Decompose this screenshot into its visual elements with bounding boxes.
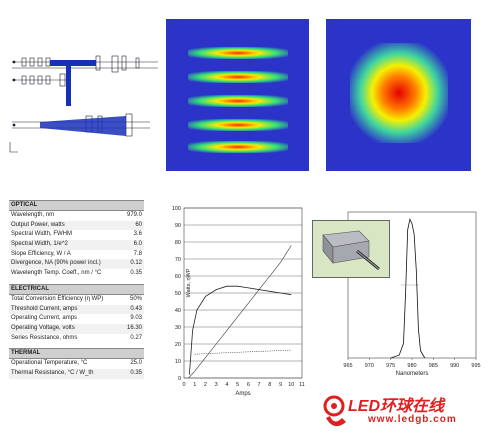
spec-value: 6.0: [133, 241, 142, 248]
x-tick-label: 0: [182, 382, 185, 388]
spec-label: Wavelength Temp. Coeff., nm / °C: [11, 270, 102, 277]
spec-label: Wavelength, nm: [11, 212, 55, 218]
x-tick-label: 970: [365, 363, 374, 369]
spec-row: Thermal Resistance, °C / W_th 0.35: [9, 368, 144, 379]
spec-row: Operating Current, amps 9.03: [9, 314, 144, 324]
power-current-chart: 0 10 20 30 40 50 60 70 80 90 100 0 1 2 3 4 5 6 7 8 9 10 11 Amps…: [172, 206, 305, 397]
x-tick-label: 8: [268, 382, 271, 388]
spec-section-title: OPTICAL: [9, 200, 144, 211]
spec-section: OPTICAL Wavelength, nm 979.0 Output Power, …: [9, 200, 144, 279]
spec-section-title: ELECTRICAL: [9, 283, 144, 295]
logo-mark: [323, 395, 346, 427]
spec-section: ELECTRICAL Total Conversion Efficiency (η…: [9, 283, 144, 344]
y-tick-label: 70: [175, 257, 181, 263]
beam-stripe: [188, 119, 288, 131]
y-tick-label: 100: [172, 206, 181, 212]
spec-value: 0.35: [130, 270, 142, 277]
spec-label: Spectral Width, FWHM: [11, 231, 73, 238]
logo-text: LED环球在线: [348, 398, 445, 415]
spec-row: Operating Voltage, volts 16.30: [9, 323, 144, 334]
y-tick-label: 20: [175, 342, 181, 348]
spec-row: Wavelength, nm 979.0: [9, 211, 144, 221]
x-tick-label: 7: [258, 382, 261, 388]
x-tick-label: 10: [288, 382, 294, 388]
spec-value: 3.6: [133, 231, 142, 238]
x-tick-label: 6: [247, 382, 250, 388]
logo-url: www.ledgb.com: [368, 414, 457, 425]
spec-row: Slope Efficiency, W / A 7.8: [9, 250, 144, 260]
x-tick-label: 980: [407, 363, 416, 369]
y-tick-label: 60: [175, 274, 181, 280]
x-tick-label: 990: [450, 363, 459, 369]
series-line: [189, 285, 292, 375]
y-tick-label: 30: [175, 325, 181, 331]
spec-row: Output Power, watts 60: [9, 220, 144, 231]
spec-row: Threshold Current, amps 0.43: [9, 304, 144, 315]
spec-row: Spectral Width, 1/e^2 6.0: [9, 240, 144, 250]
spec-label: Series Resistance, ohms: [11, 334, 78, 341]
x-tick-label: 985: [429, 363, 438, 369]
spec-label: Operating Current, amps: [11, 315, 78, 322]
y-axis-label: Watts, ηWP: [186, 268, 192, 297]
spec-row: Divergence, NA (90% power incl.) 0.12: [9, 259, 144, 270]
spec-value: 16.30: [126, 324, 142, 331]
spec-value: 0.35: [130, 369, 142, 376]
beam-stripe: [188, 71, 288, 83]
spec-row: Operational Temperature, °C 25.0: [9, 359, 144, 369]
beam-stripe: [188, 95, 288, 107]
series-line: [188, 245, 292, 379]
y-tick-label: 0: [178, 376, 181, 382]
x-tick-label: 5: [236, 382, 239, 388]
beam-stripe: [188, 141, 288, 153]
spec-value: 7.8: [133, 250, 142, 257]
spec-label: Slope Efficiency, W / A: [11, 250, 71, 257]
spec-label: Operating Voltage, volts: [11, 324, 75, 331]
y-tick-label: 50: [175, 291, 181, 297]
y-tick-label: 80: [175, 240, 181, 246]
spec-row: Wavelength Temp. Coeff., nm / °C 0.35: [9, 269, 144, 279]
spectrum-line: [390, 218, 426, 359]
series-line: [194, 349, 292, 355]
spec-label: Operational Temperature, °C: [11, 360, 88, 367]
spec-label: Spectral Width, 1/e^2: [11, 241, 68, 248]
specifications-table: OPTICAL Wavelength, nm 979.0 Output Power, …: [9, 200, 144, 379]
spec-value: 60: [135, 221, 142, 228]
spec-value: 0.27: [130, 334, 142, 341]
spec-label: Output Power, watts: [11, 221, 65, 228]
spec-section: THERMAL Operational Temperature, °C 25.0 Th…: [9, 348, 144, 379]
x-tick-label: 975: [386, 363, 395, 369]
x-tick-label: 9: [279, 382, 282, 388]
x-tick-label: 11: [299, 382, 305, 388]
beam-profile-stripes: [166, 19, 309, 171]
spec-value: 50%: [129, 295, 142, 302]
x-tick-label: 2: [204, 382, 207, 388]
x-tick-label: 3: [215, 382, 218, 388]
x-tick-label: 4: [225, 382, 228, 388]
spec-label: Total Conversion Efficiency (η WP): [11, 295, 104, 302]
x-axis-label: Nanometers: [396, 371, 429, 377]
spec-value: 25.0: [130, 360, 142, 367]
y-tick-label: 90: [175, 223, 181, 229]
laser-module-photo: [312, 220, 390, 278]
x-tick-label: 1: [193, 382, 196, 388]
y-tick-label: 10: [175, 359, 181, 365]
spec-label: Threshold Current, amps: [11, 305, 78, 312]
spec-row: Total Conversion Efficiency (η WP) 50%: [9, 295, 144, 305]
spec-value: 0.12: [130, 260, 142, 267]
spec-label: Divergence, NA (90% power incl.): [11, 260, 101, 267]
spec-label: Thermal Resistance, °C / W_th: [11, 369, 94, 376]
spec-value: 979.0: [126, 212, 142, 218]
x-axis-label: Amps: [235, 391, 250, 397]
spec-section-title: THERMAL: [9, 348, 144, 360]
x-tick-label: 965: [343, 363, 352, 369]
optical-layout-schematic: [9, 55, 158, 153]
y-tick-label: 40: [175, 308, 181, 314]
spec-row: Spectral Width, FWHM 3.6: [9, 230, 144, 240]
beam-stripe: [188, 47, 288, 59]
spec-row: Series Resistance, ohms 0.27: [9, 334, 144, 344]
spec-value: 0.43: [130, 305, 142, 312]
spec-value: 9.03: [130, 315, 142, 322]
x-tick-label: 995: [471, 363, 480, 369]
beam-profile-spot: [326, 19, 471, 171]
